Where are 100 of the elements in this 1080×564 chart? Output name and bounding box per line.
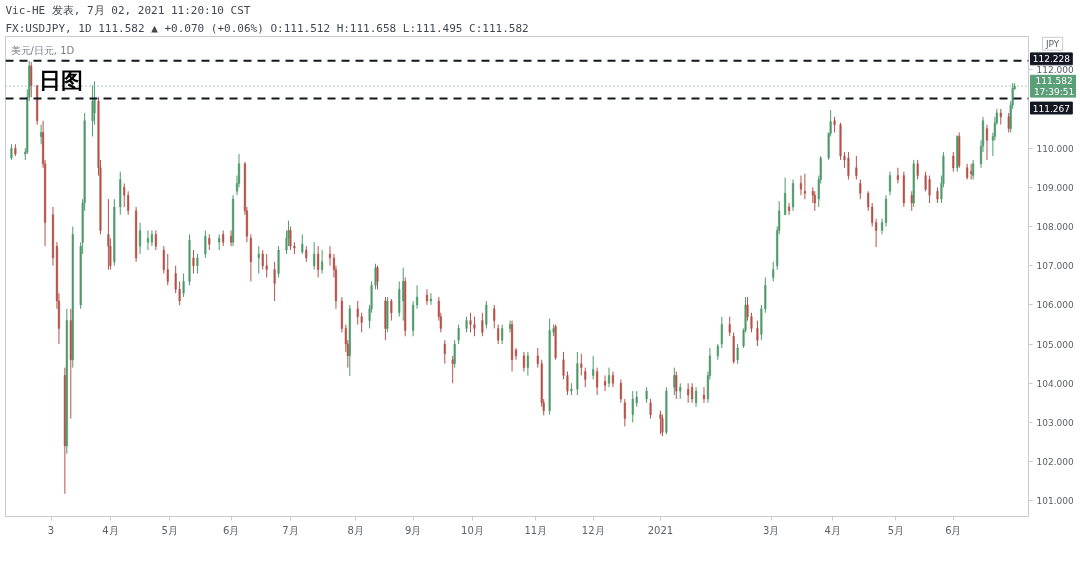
candlestick: [257, 245, 260, 275]
candlestick: [261, 249, 264, 271]
candlestick: [784, 177, 787, 216]
candlestick: [328, 245, 332, 267]
candlestick: [764, 276, 767, 314]
candlestick: [888, 171, 892, 196]
candlestick: [192, 249, 195, 275]
annotation: 日图: [38, 68, 83, 93]
candlestick: [91, 84, 94, 137]
candlestick: [604, 374, 607, 392]
x-tick-label: 2021: [647, 524, 674, 536]
candlestick: [675, 371, 678, 400]
candlestick: [972, 159, 975, 181]
ref-line-label: 111.582 17:39:51: [1033, 75, 1075, 97]
candlestick: [356, 300, 359, 325]
candlestick: [481, 312, 484, 337]
candlestick: [673, 367, 676, 396]
candlestick: [772, 261, 775, 282]
x-tick-label: 10月: [461, 524, 484, 536]
candlestick: [788, 202, 791, 216]
candlestick: [127, 190, 130, 216]
y-tick-label: 110.000: [1036, 143, 1074, 154]
candlestick: [791, 179, 795, 212]
candlestick: [659, 410, 662, 435]
candlestick: [896, 167, 899, 184]
candlestick: [649, 398, 652, 420]
candlestick: [146, 229, 150, 251]
candlestick: [884, 194, 888, 228]
candlestick: [695, 386, 698, 408]
candlestick: [855, 155, 858, 181]
candlestick: [580, 353, 583, 376]
candlestick: [313, 241, 316, 271]
candlestick: [321, 249, 324, 275]
candlestick: [985, 124, 988, 161]
candlestick: [584, 367, 587, 388]
candlestick: [607, 367, 611, 388]
candlestick: [166, 253, 169, 286]
x-tick-label: 4月: [102, 524, 119, 536]
candlestick: [847, 151, 850, 181]
candlestick: [443, 339, 446, 365]
chart-subtitle: FX:USDJPY, 1D 111.582 ▲ +0.070 (+0.06%) O:111.512 H:111.658 L:111.495 C:111.582: [5, 22, 529, 35]
candlestick: [916, 159, 919, 181]
candlestick: [596, 367, 599, 396]
candlestick: [1007, 112, 1010, 133]
x-tick-label: 6月: [945, 524, 962, 536]
candlestick: [317, 245, 320, 278]
x-tick-label: 5月: [887, 524, 905, 536]
x-tick-label: 5月: [161, 524, 178, 536]
annotation: 美元/日元, 1D: [10, 45, 75, 56]
candlestick: [425, 288, 429, 306]
candlestick: [457, 324, 460, 345]
candlestick: [493, 304, 496, 329]
ref-line-label: 111.267: [1032, 103, 1071, 114]
y-tick-label: 107.000: [1036, 261, 1074, 272]
candlestick: [619, 378, 622, 404]
candlestick: [631, 390, 634, 423]
y-tick-label: 103.000: [1036, 417, 1074, 428]
x-tick-label: 6月: [222, 524, 240, 536]
x-tick-label: 12月: [581, 524, 605, 536]
y-tick-label: 112.000: [1036, 65, 1074, 76]
candlestick: [720, 316, 723, 349]
y-axis-title: JPY: [1044, 38, 1060, 49]
candlestick: [952, 151, 955, 173]
candlestick: [691, 382, 694, 404]
candlestick: [123, 182, 126, 208]
candlestick: [813, 190, 816, 212]
y-tick-label: 101.000: [1036, 496, 1074, 507]
candlestick: [736, 343, 739, 365]
candlestick: [623, 398, 626, 427]
candlestick: [139, 222, 142, 255]
candlestick: [522, 351, 525, 373]
y-tick-label: 106.000: [1036, 300, 1074, 311]
y-tick-label: 102.000: [1036, 457, 1074, 468]
candlestick: [924, 171, 927, 192]
candlestick: [154, 229, 157, 251]
candlestick: [859, 179, 862, 200]
ref-line-label: 112.228: [1032, 54, 1071, 65]
candlestick: [182, 273, 185, 298]
candlestick: [728, 316, 731, 337]
y-tick-label: 109.000: [1036, 182, 1074, 193]
candlestick: [702, 386, 706, 404]
x-tick-label: 9月: [404, 524, 422, 536]
x-tick-label: 8月: [347, 524, 364, 536]
candlestick: [273, 261, 276, 302]
candlestick: [469, 312, 472, 333]
candlestick: [196, 253, 199, 275]
candlestick: [928, 175, 931, 204]
candlestick: [501, 324, 504, 345]
candlestick: [429, 292, 432, 306]
candlestick: [485, 300, 488, 329]
candlestick: [803, 173, 806, 200]
candlestick: [910, 190, 913, 212]
candlestick: [204, 229, 207, 259]
candlestick: [277, 245, 280, 278]
candlestick: [661, 414, 664, 437]
candlestick: [390, 298, 393, 322]
x-tick-label: 7月: [282, 524, 299, 536]
candlestick: [592, 355, 595, 380]
candlestick: [799, 175, 802, 196]
candlestick: [360, 312, 363, 333]
